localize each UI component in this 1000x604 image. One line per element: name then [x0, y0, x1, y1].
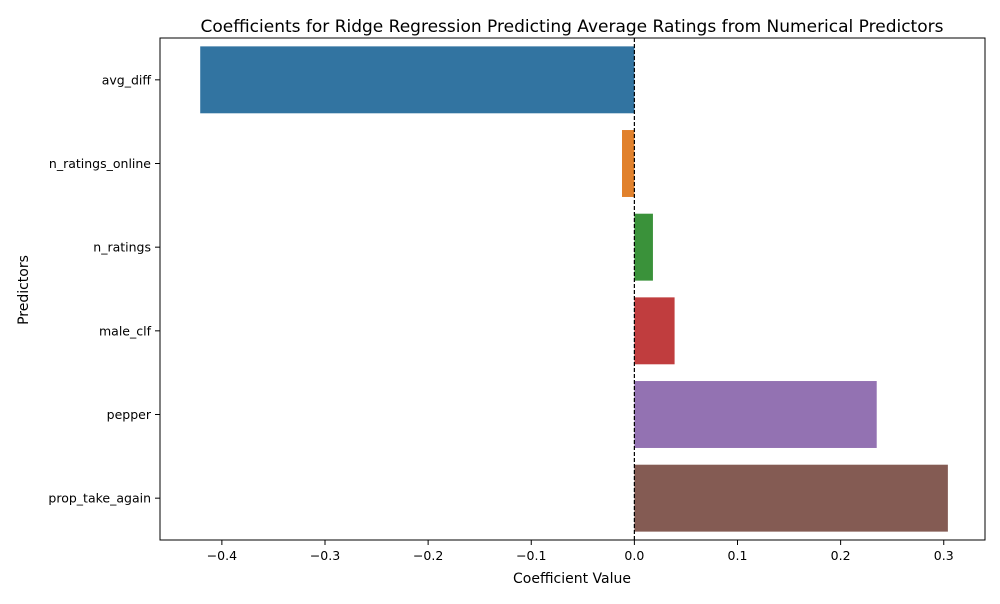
x-tick-label: −0.2: [413, 548, 443, 563]
x-tick-label: −0.1: [516, 548, 546, 563]
bar-n-ratings-online: [622, 130, 635, 197]
bar-pepper: [634, 381, 877, 448]
plot-area: avg_diff n_ratings_online n_ratings male_cl…: [48, 37, 986, 563]
x-tick-label: 0.0: [624, 548, 644, 563]
bar-avg-diff: [200, 46, 635, 114]
y-tick-label: avg_diff: [102, 72, 152, 87]
x-tick-label: −0.3: [310, 548, 340, 563]
x-tick-label: −0.4: [207, 548, 237, 563]
x-tick-label: 0.2: [831, 548, 851, 563]
y-tick-label: prop_take_again: [48, 491, 151, 506]
bar-n-ratings: [634, 213, 653, 281]
y-tick-label: n_ratings_online: [49, 156, 151, 171]
x-tick-label: 0.1: [728, 548, 748, 563]
y-tick-label: n_ratings: [93, 240, 151, 255]
bar-prop-take-again: [634, 464, 948, 532]
x-tick-label: 0.3: [934, 548, 954, 563]
x-axis-label: Coefficient Value: [513, 571, 631, 587]
bar-male-clf: [634, 297, 675, 365]
axes-frame: [159, 37, 986, 541]
y-axis-label: Predictors: [16, 255, 32, 325]
y-tick-label: pepper: [107, 407, 152, 422]
y-tick-label: male_clf: [99, 323, 152, 338]
chart-title: Coefficients for Ridge Regression Predic…: [201, 17, 944, 37]
